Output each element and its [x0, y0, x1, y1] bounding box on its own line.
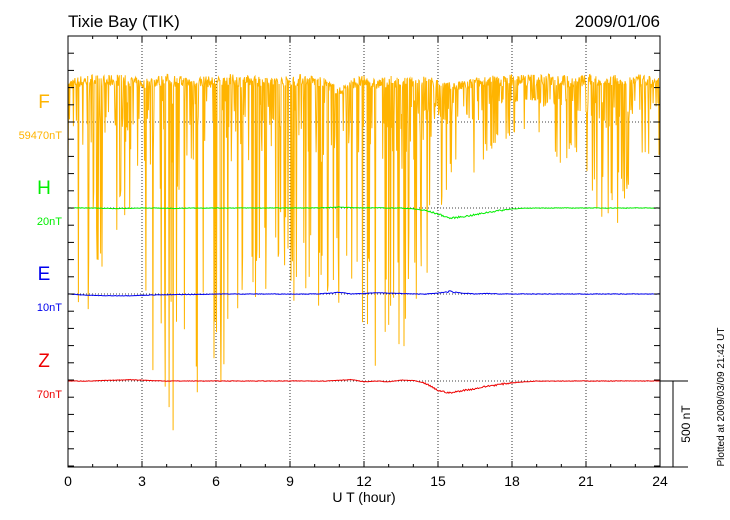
trace-H [67, 206, 661, 220]
plot-frame [67, 35, 661, 468]
x-axis-label: U T (hour) [332, 489, 395, 505]
trace-Z [67, 378, 661, 394]
x-tick-label: 3 [138, 473, 146, 489]
x-tick-label: 15 [430, 473, 446, 489]
x-tick-label: 21 [578, 473, 594, 489]
series-name-E: E [38, 264, 51, 285]
x-tick-label: 6 [212, 473, 220, 489]
series-name-F: F [38, 92, 50, 113]
x-tick-label: 0 [64, 473, 72, 489]
trace-F [67, 73, 661, 431]
series-name-Z: Z [38, 351, 50, 372]
series-baseline-F: 59470nT [19, 130, 63, 142]
x-tick-label: 9 [286, 473, 294, 489]
chart-date: 2009/01/06 [575, 12, 660, 31]
x-tick-label: 12 [356, 473, 372, 489]
scale-bar-label: 500 nT [679, 405, 693, 443]
x-tick-label: 24 [652, 473, 668, 489]
chart-title: Tixie Bay (TIK) [68, 12, 180, 31]
series-baseline-H: 20nT [37, 216, 62, 228]
plot-timestamp: Plotted at 2009/03/09 21:42 UT [716, 328, 727, 467]
series-name-H: H [37, 178, 51, 199]
series-baseline-E: 10nT [37, 302, 62, 314]
series-baseline-Z: 70nT [37, 389, 62, 401]
x-tick-label: 18 [504, 473, 520, 489]
trace-E [67, 290, 661, 297]
